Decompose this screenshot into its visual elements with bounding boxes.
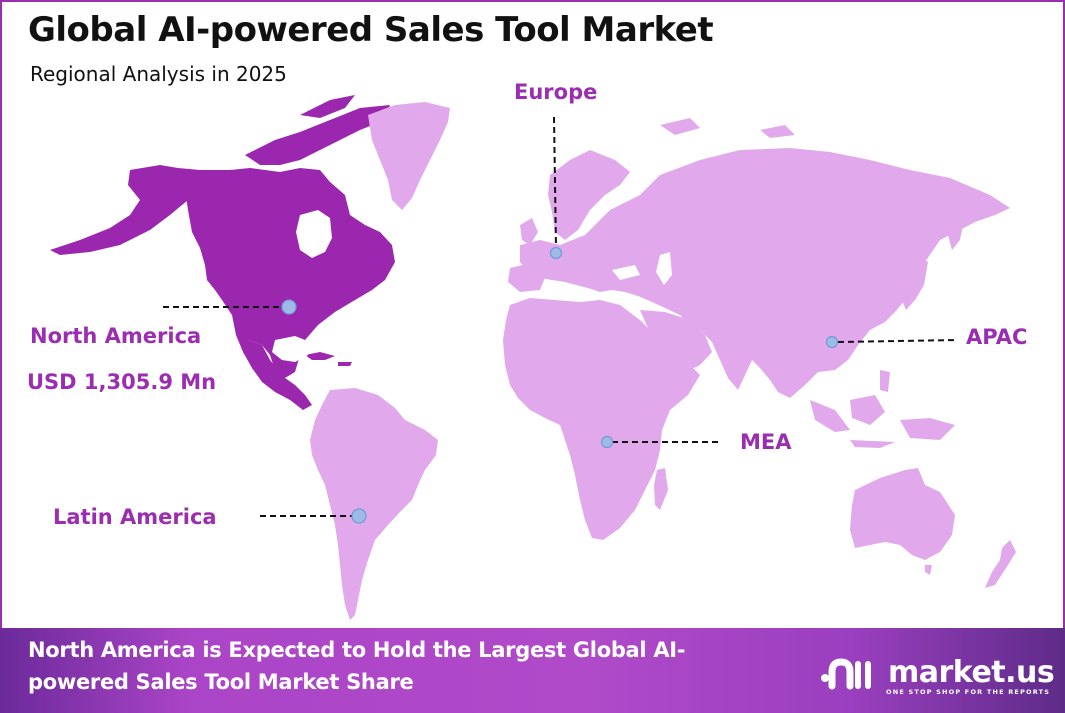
region-latin-america <box>310 388 438 620</box>
leader-lines <box>163 116 959 517</box>
region-north-america <box>50 95 395 410</box>
market-us-logo-icon <box>821 658 871 690</box>
apac-label: APAC <box>966 325 1028 349</box>
marker-latin-america[interactable] <box>351 508 367 524</box>
page-subtitle: Regional Analysis in 2025 <box>30 62 287 86</box>
greenland-shape <box>368 102 450 210</box>
europe-label: Europe <box>514 80 598 104</box>
marker-north-america[interactable] <box>281 299 297 315</box>
southeast-asia-islands <box>810 370 955 448</box>
north-america-value: USD 1,305.9 Mn <box>27 370 217 394</box>
mea-label: MEA <box>740 430 792 454</box>
marker-europe[interactable] <box>549 246 563 260</box>
north-america-label: North America <box>30 324 202 348</box>
marker-apac[interactable] <box>825 335 839 349</box>
page-title: Global AI-powered Sales Tool Market <box>28 10 714 50</box>
brand-logo[interactable]: market.us ONE STOP SHOP FOR THE REPORTS <box>820 655 1055 696</box>
footer-banner: North America is Expected to Hold the La… <box>0 628 1065 713</box>
region-oceania <box>850 468 1016 588</box>
brand-name: market.us <box>888 655 1055 690</box>
region-mea <box>503 298 712 540</box>
latin-america-label: Latin America <box>53 505 217 529</box>
brand-tagline: ONE STOP SHOP FOR THE REPORTS <box>886 688 1051 696</box>
footer-headline: North America is Expected to Hold the La… <box>28 638 686 694</box>
marker-mea[interactable] <box>600 435 614 449</box>
region-europe-apac <box>508 118 1010 398</box>
